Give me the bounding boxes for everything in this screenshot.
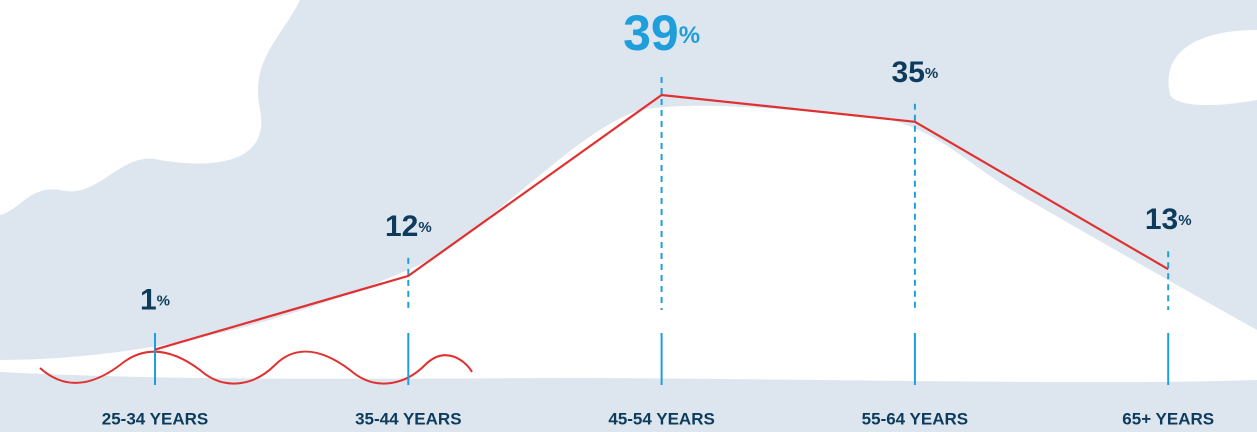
value-label: 39% <box>623 5 700 61</box>
x-tick-label: 25-34 YEARS <box>102 409 208 428</box>
x-tick-label: 45-54 YEARS <box>608 409 714 428</box>
value-label: 12% <box>385 210 432 243</box>
background-shape <box>1168 30 1257 105</box>
background-shape <box>0 0 300 215</box>
x-tick-label: 35-44 YEARS <box>355 409 461 428</box>
data-line <box>154 93 1169 351</box>
value-label: 1% <box>140 284 170 317</box>
x-tick-label: 55-64 YEARS <box>862 409 968 428</box>
x-tick-label: 65+ YEARS <box>1122 409 1214 428</box>
background-shape <box>0 105 1257 383</box>
wavy-decoration <box>39 350 473 385</box>
value-label: 13% <box>1145 203 1192 236</box>
value-label: 35% <box>892 56 939 89</box>
